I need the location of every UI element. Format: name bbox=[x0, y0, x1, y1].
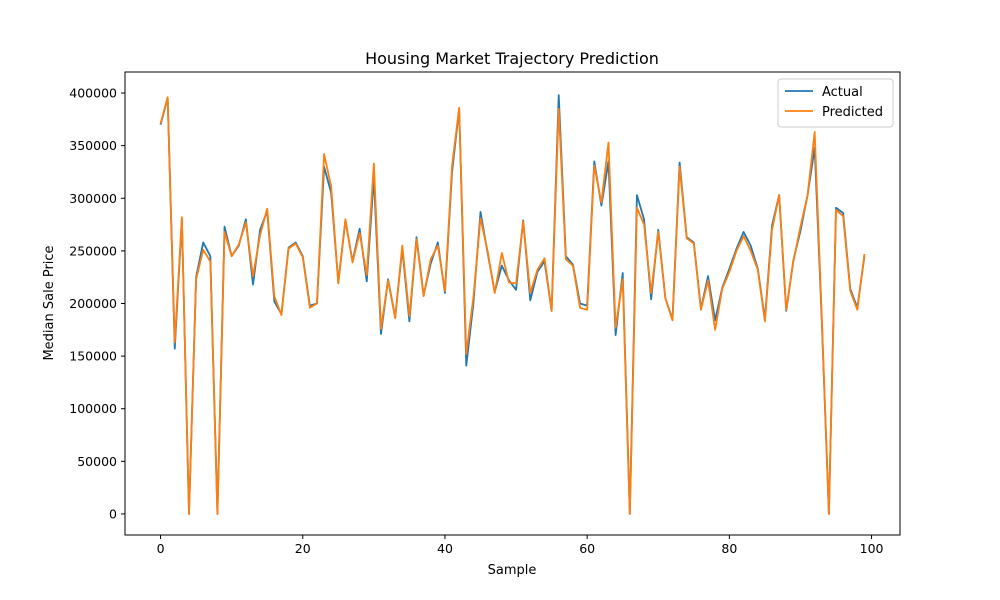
y-tick-label: 350000 bbox=[69, 138, 117, 153]
plot-frame bbox=[124, 71, 901, 536]
y-axis-label: Median Sale Price bbox=[42, 245, 57, 360]
x-axis-label: Sample bbox=[488, 563, 537, 578]
x-tick-label: 60 bbox=[579, 541, 595, 556]
legend-label-actual: Actual bbox=[822, 85, 863, 100]
legend-label-predicted: Predicted bbox=[822, 105, 883, 120]
y-tick-label: 300000 bbox=[69, 191, 117, 206]
x-tick-label: 20 bbox=[295, 541, 311, 556]
y-tick-label: 150000 bbox=[69, 349, 117, 364]
legend: Actual Predicted bbox=[777, 78, 894, 128]
y-tick-label: 200000 bbox=[69, 296, 117, 311]
x-tick-label: 100 bbox=[860, 541, 884, 556]
y-tick-label: 50000 bbox=[77, 454, 117, 469]
x-axis-ticks: 0 20 40 60 80 100 bbox=[157, 535, 884, 556]
x-tick-label: 0 bbox=[157, 541, 165, 556]
series-layer bbox=[159, 94, 866, 515]
y-axis-ticks: 0 50000 100000 150000 200000 250000 300000 3500… bbox=[69, 86, 125, 521]
y-tick-label: 400000 bbox=[69, 86, 117, 101]
x-tick-label: 80 bbox=[721, 541, 737, 556]
x-tick-label: 40 bbox=[437, 541, 453, 556]
chart-title: Housing Market Trajectory Prediction bbox=[365, 49, 659, 68]
y-tick-label: 0 bbox=[109, 506, 117, 521]
series-line-predicted bbox=[159, 96, 866, 515]
y-tick-label: 250000 bbox=[69, 243, 117, 258]
y-tick-label: 100000 bbox=[69, 401, 117, 416]
